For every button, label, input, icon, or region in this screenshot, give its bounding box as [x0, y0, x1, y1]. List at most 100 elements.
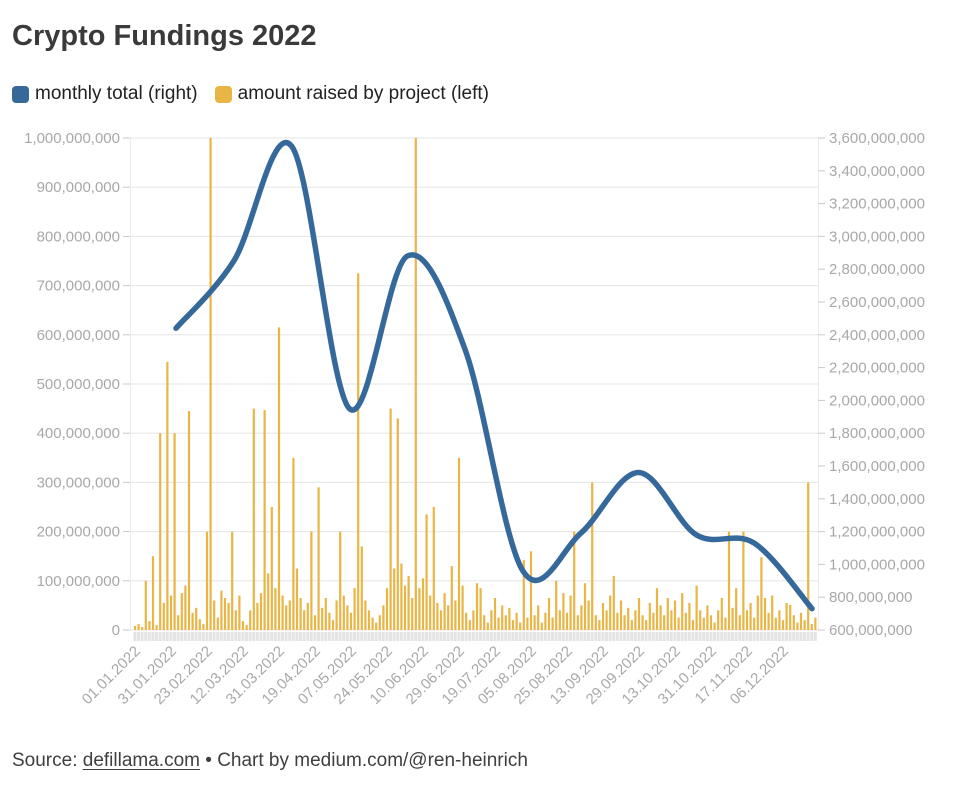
axis-band-stub	[183, 632, 187, 641]
project-bar	[609, 595, 612, 630]
project-bar	[555, 580, 558, 630]
project-bar	[349, 612, 353, 630]
project-bar	[504, 615, 507, 630]
axis-band-stub	[410, 632, 414, 641]
axis-band-stub	[695, 632, 698, 641]
axis-band-stub	[461, 632, 464, 641]
axis-band-stub	[518, 632, 522, 641]
project-bar	[382, 605, 385, 630]
axis-band-stub	[295, 632, 299, 641]
axis-band-stub	[561, 632, 565, 641]
project-bar	[267, 573, 270, 630]
project-bar	[677, 617, 680, 630]
axis-band-stub	[385, 632, 389, 641]
axis-band-stub	[284, 632, 288, 641]
project-bar	[259, 593, 263, 630]
project-bar	[465, 612, 468, 630]
axis-band-stub	[259, 632, 263, 641]
axis-band-stub	[191, 632, 194, 641]
project-bar	[313, 615, 317, 630]
project-bar	[177, 615, 180, 630]
project-bar	[537, 605, 540, 630]
axis-band-stub	[205, 632, 209, 641]
axis-band-stub	[133, 632, 137, 641]
project-bar	[155, 625, 158, 630]
project-bar	[151, 556, 155, 630]
axis-band-stub	[759, 632, 763, 641]
project-bar	[529, 551, 533, 630]
project-bar	[162, 602, 165, 630]
project-bar	[169, 595, 173, 630]
project-bar	[216, 617, 219, 630]
axis-band-stub	[281, 632, 284, 641]
project-bar	[695, 585, 698, 630]
axis-band-stub	[608, 632, 612, 641]
left-axis-tick-label: 500,000,000	[37, 376, 120, 393]
axis-band-stub	[770, 632, 774, 641]
project-bar	[317, 487, 320, 630]
project-bar	[807, 482, 810, 630]
project-bar	[367, 610, 371, 630]
axis-band-stub	[180, 632, 184, 641]
project-bar	[342, 595, 345, 630]
project-bar	[133, 626, 137, 630]
axis-band-stub	[428, 632, 432, 641]
axis-band-stub	[493, 632, 497, 641]
legend-label-monthly-total: monthly total (right)	[35, 83, 198, 104]
project-bar	[346, 605, 349, 630]
project-bar	[468, 620, 471, 630]
project-bar	[378, 615, 381, 630]
axis-band-stub	[291, 632, 295, 641]
axis-band-stub	[687, 632, 691, 641]
project-bar	[630, 620, 633, 630]
project-bar	[472, 610, 475, 630]
source-link[interactable]: defillama.com	[82, 750, 200, 771]
axis-band-stub	[457, 632, 461, 641]
axis-band-stub	[777, 632, 781, 641]
right-axis-tick-label: 600,000,000	[829, 622, 912, 639]
project-bar	[515, 612, 518, 630]
project-bar	[263, 410, 266, 630]
project-bar	[457, 457, 461, 630]
project-bar	[814, 617, 817, 630]
project-bar	[429, 595, 432, 630]
legend-label-amount-raised: amount raised by project (left)	[237, 83, 489, 104]
project-bar	[256, 602, 259, 630]
project-bar	[648, 602, 651, 630]
project-bar	[238, 595, 241, 630]
axis-band-stub	[536, 632, 540, 641]
axis-band-stub	[194, 632, 198, 641]
axis-band-stub	[572, 632, 576, 641]
project-bar	[634, 610, 637, 630]
axis-band-stub	[813, 632, 817, 641]
axis-band-stub	[360, 632, 364, 641]
axis-band-stub	[342, 632, 346, 641]
project-bar	[544, 612, 547, 630]
project-bar	[493, 598, 497, 630]
project-bar	[659, 605, 662, 630]
axis-band-stub	[626, 632, 630, 641]
axis-band-stub	[774, 632, 778, 641]
right-axis-tick-label: 2,800,000,000	[829, 261, 925, 278]
axis-band-stub	[299, 632, 302, 641]
project-bar	[479, 588, 482, 630]
project-bar	[666, 598, 669, 630]
project-bar	[641, 615, 644, 630]
axis-band-stub	[209, 632, 212, 641]
axis-band-stub	[619, 632, 623, 641]
axis-band-stub	[597, 632, 601, 641]
axis-band-stub	[392, 632, 396, 641]
project-bar	[407, 575, 410, 630]
axis-band-stub	[522, 632, 526, 641]
project-bar	[173, 433, 176, 630]
project-bar	[756, 595, 759, 630]
axis-band-stub	[439, 632, 443, 641]
axis-band-stub	[255, 632, 259, 641]
right-axis-tick-label: 3,600,000,000	[829, 130, 925, 147]
axis-band-stub	[515, 632, 518, 641]
project-bar	[281, 595, 284, 630]
axis-band-stub	[745, 632, 749, 641]
axis-band-stub	[795, 632, 799, 641]
project-bar	[270, 507, 273, 630]
source-line: Source: defillama.com • Chart by medium.…	[12, 750, 528, 772]
